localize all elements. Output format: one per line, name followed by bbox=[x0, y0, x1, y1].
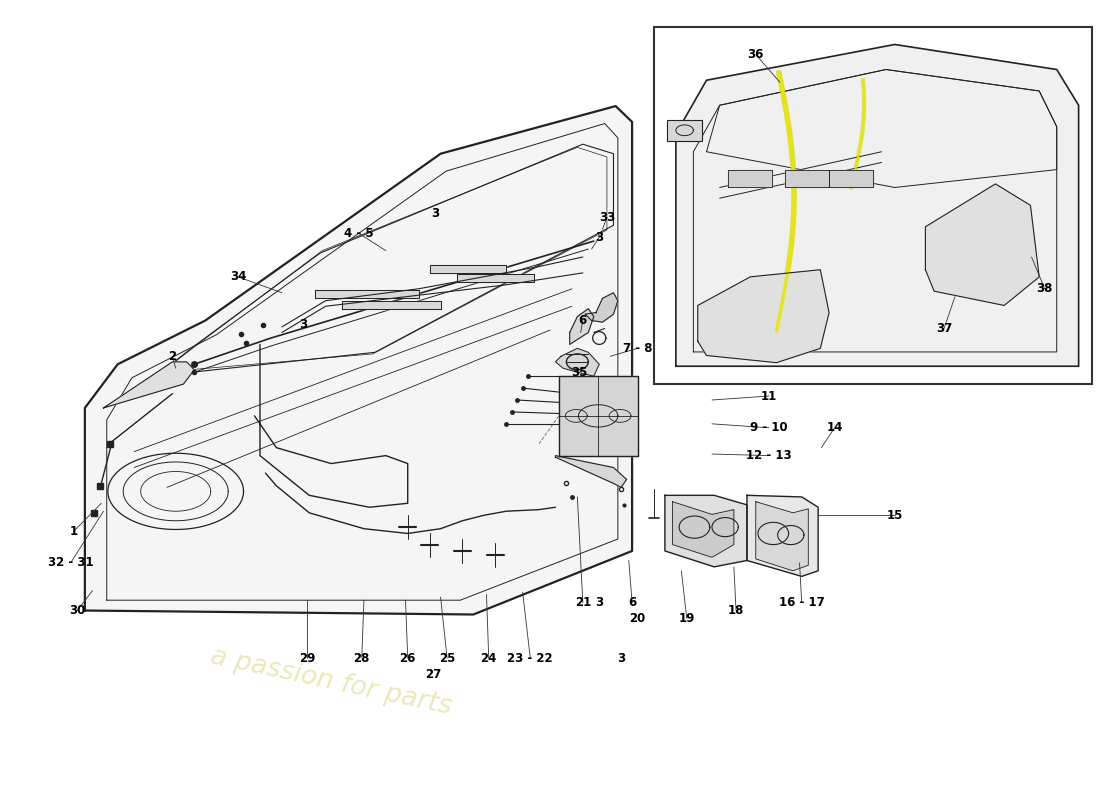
Text: 6: 6 bbox=[579, 314, 587, 327]
Text: 2: 2 bbox=[168, 350, 176, 363]
Polygon shape bbox=[556, 348, 600, 376]
Text: 34: 34 bbox=[230, 270, 246, 283]
Text: 11: 11 bbox=[761, 390, 777, 402]
Polygon shape bbox=[664, 495, 747, 567]
Text: 25: 25 bbox=[439, 652, 455, 665]
Text: 20: 20 bbox=[629, 612, 646, 625]
Text: a passion for parts: a passion for parts bbox=[208, 644, 454, 720]
Bar bbox=[667, 119, 702, 141]
Text: cars: cars bbox=[793, 64, 964, 133]
Text: 14: 14 bbox=[826, 422, 843, 434]
Bar bbox=[654, 26, 1091, 384]
Text: 3: 3 bbox=[595, 596, 603, 609]
Text: 3: 3 bbox=[431, 207, 439, 220]
Text: 28: 28 bbox=[353, 652, 370, 665]
Text: 37: 37 bbox=[936, 322, 953, 335]
Text: 16 - 17: 16 - 17 bbox=[779, 596, 825, 609]
Polygon shape bbox=[570, 309, 594, 344]
Text: 38: 38 bbox=[1036, 282, 1053, 295]
Text: 4 - 5: 4 - 5 bbox=[343, 226, 373, 240]
Polygon shape bbox=[85, 106, 632, 614]
Text: 9 - 10: 9 - 10 bbox=[750, 422, 788, 434]
Text: 3: 3 bbox=[617, 652, 625, 665]
Polygon shape bbox=[672, 502, 734, 558]
Text: 26: 26 bbox=[399, 652, 416, 665]
Text: 27: 27 bbox=[425, 667, 441, 681]
Polygon shape bbox=[747, 495, 818, 576]
Polygon shape bbox=[756, 502, 808, 571]
Text: 23 - 22: 23 - 22 bbox=[507, 652, 553, 665]
Polygon shape bbox=[556, 456, 627, 487]
Text: 35: 35 bbox=[571, 366, 587, 378]
Polygon shape bbox=[925, 184, 1040, 306]
Polygon shape bbox=[315, 290, 419, 298]
Text: 18: 18 bbox=[728, 604, 745, 617]
Text: 1: 1 bbox=[70, 525, 78, 538]
Text: 32 - 31: 32 - 31 bbox=[47, 556, 94, 570]
Text: partsinder: partsinder bbox=[763, 142, 993, 181]
Text: 7 - 8: 7 - 8 bbox=[623, 342, 652, 355]
Polygon shape bbox=[675, 45, 1079, 366]
Text: 15: 15 bbox=[887, 509, 903, 522]
Text: 6: 6 bbox=[628, 596, 636, 609]
Text: 30: 30 bbox=[69, 604, 86, 617]
Text: 21: 21 bbox=[574, 596, 591, 609]
Text: 33: 33 bbox=[598, 210, 615, 224]
Text: 3: 3 bbox=[595, 230, 603, 244]
Polygon shape bbox=[456, 274, 534, 282]
Text: 3: 3 bbox=[299, 318, 308, 331]
Polygon shape bbox=[342, 301, 441, 309]
Text: 29: 29 bbox=[299, 652, 316, 665]
Text: 19: 19 bbox=[679, 612, 695, 625]
Polygon shape bbox=[430, 265, 506, 273]
Text: 12 - 13: 12 - 13 bbox=[746, 449, 792, 462]
Polygon shape bbox=[728, 170, 772, 187]
Polygon shape bbox=[103, 362, 195, 408]
Polygon shape bbox=[829, 170, 873, 187]
Text: 24: 24 bbox=[481, 652, 497, 665]
Text: 36: 36 bbox=[748, 48, 763, 61]
Polygon shape bbox=[785, 170, 829, 187]
Polygon shape bbox=[585, 293, 618, 322]
Polygon shape bbox=[697, 270, 829, 362]
Polygon shape bbox=[559, 376, 638, 456]
